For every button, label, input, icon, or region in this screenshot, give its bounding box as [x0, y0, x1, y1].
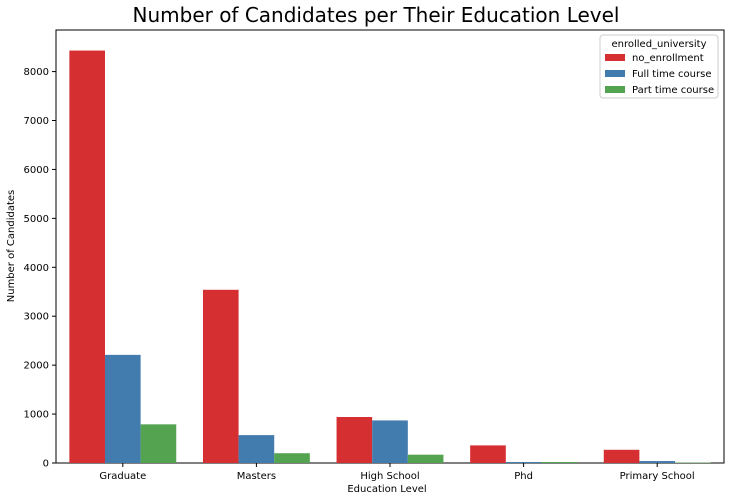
chart-title: Number of Candidates per Their Education…: [133, 3, 620, 27]
x-tick-label: Masters: [237, 471, 276, 482]
bar-full-time-course-masters: [238, 435, 275, 463]
y-tick-label: 3000: [24, 312, 49, 323]
legend-label: no_enrollment: [632, 53, 704, 64]
legend-swatch: [605, 86, 625, 93]
bars-group: [69, 50, 711, 464]
bar-full-time-course-graduate: [104, 354, 141, 463]
bar-part-time-course-masters: [274, 453, 310, 463]
legend-box: [599, 34, 719, 99]
legend: enrolled_university no_enrollment Full ti…: [599, 34, 719, 99]
bar-no-enrollment-primary-school: [603, 449, 640, 463]
x-tick-label: Primary School: [620, 471, 695, 482]
y-tick-label: 4000: [24, 263, 49, 274]
bar-no-enrollment-high-school: [336, 417, 373, 463]
y-axis-label: Number of Candidates: [6, 190, 17, 303]
legend-swatch: [605, 54, 625, 61]
x-axis-label: Education Level: [347, 484, 426, 495]
legend-swatch: [605, 70, 625, 77]
y-tick-label: 6000: [24, 165, 49, 176]
bar-no-enrollment-masters: [202, 289, 239, 463]
y-tick-label: 8000: [24, 67, 49, 78]
legend-label: Part time course: [632, 85, 714, 96]
bar-full-time-course-high-school: [372, 420, 408, 463]
bar-no-enrollment-phd: [470, 445, 506, 463]
y-tick-label: 0: [43, 459, 49, 470]
legend-label: Full time course: [632, 69, 711, 80]
x-tick-label: High School: [360, 471, 419, 482]
bar-part-time-course-high-school: [407, 454, 444, 463]
bar-part-time-course-phd: [541, 462, 578, 463]
y-tick-label: 5000: [24, 214, 49, 225]
bar-full-time-course-primary-school: [639, 461, 676, 463]
y-axis: 0 1000 2000 3000 4000 5000 6000 7000 8000: [24, 67, 56, 470]
bar-part-time-course-graduate: [140, 424, 177, 463]
y-tick-label: 1000: [24, 410, 49, 421]
x-tick-label: Phd: [514, 471, 533, 482]
bar-no-enrollment-graduate: [69, 50, 105, 464]
legend-title: enrolled_university: [611, 39, 706, 50]
x-axis: Graduate Masters High School Phd Primary Sch…: [99, 463, 695, 482]
y-tick-label: 2000: [24, 361, 49, 372]
bar-full-time-course-phd: [505, 462, 542, 463]
x-tick-label: Graduate: [99, 471, 146, 482]
y-tick-label: 7000: [24, 116, 49, 127]
